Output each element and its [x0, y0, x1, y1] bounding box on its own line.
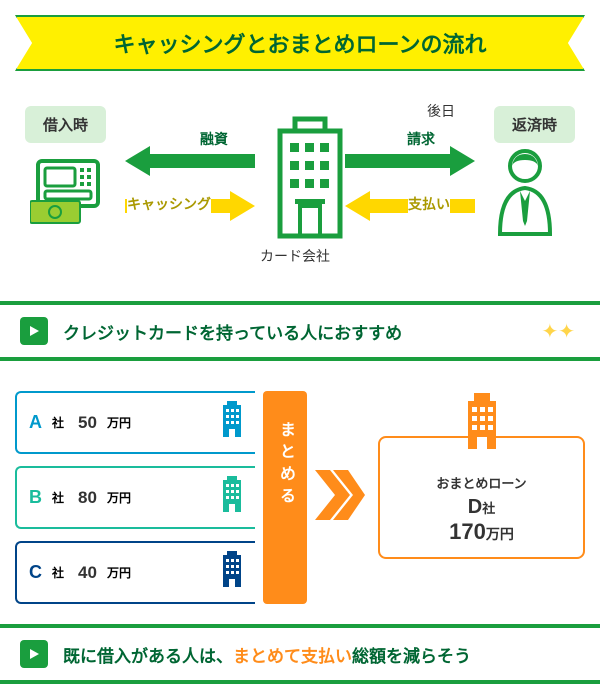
card-company-label: カード会社	[260, 246, 330, 266]
later-label: 後日	[427, 101, 455, 121]
callout-2-text: 既に借入がある人は、まとめて支払い総額を減らそう	[63, 642, 471, 667]
company-a: A	[29, 412, 42, 433]
callout-1-text: クレジットカードを持っている人におすすめ	[63, 319, 402, 344]
result-building-icon	[464, 393, 500, 456]
building-icon	[270, 111, 350, 246]
play-icon	[20, 317, 48, 345]
result-box: おまとめローン D社 170万円	[378, 436, 585, 559]
loan-item-b: B社 80万円	[15, 466, 255, 529]
finance-label: 融資	[200, 129, 228, 149]
person-icon	[490, 146, 560, 241]
play-icon	[20, 640, 48, 668]
flow-diagram: 借入時 返済時 後日	[15, 91, 585, 291]
cashing-label: キャッシング	[127, 194, 211, 214]
atm-icon	[30, 156, 105, 231]
company-d: D社	[400, 496, 563, 519]
company-c: C	[29, 562, 42, 583]
pay-label: 支払い	[408, 194, 450, 214]
title-banner: キャッシングとおまとめローンの流れ	[15, 15, 585, 71]
arrow-bill-icon	[345, 146, 475, 181]
result-title: おまとめローン	[400, 473, 563, 492]
bill-label: 請求	[407, 129, 435, 149]
sparkle-icon: ✦✦	[541, 319, 575, 344]
callout-2: 既に借入がある人は、まとめて支払い総額を減らそう	[0, 624, 600, 684]
big-arrow-icon	[315, 460, 365, 535]
mini-building-icon	[221, 476, 243, 519]
page-title: キャッシングとおまとめローンの流れ	[47, 27, 553, 59]
loan-item-c: C社 40万円	[15, 541, 255, 604]
company-b: B	[29, 487, 42, 508]
arrow-finance-icon	[125, 146, 255, 181]
matomeru-label: まとめる	[263, 391, 307, 604]
borrow-label: 借入時	[25, 106, 106, 143]
repay-label: 返済時	[494, 106, 575, 143]
result-total: 170万円	[400, 519, 563, 545]
consolidation-diagram: A社 50万円 B社 80万円 C社 40万円 まとめる	[15, 361, 585, 624]
mini-building-icon	[221, 401, 243, 444]
callout-1: クレジットカードを持っている人におすすめ ✦✦	[0, 301, 600, 361]
loan-item-a: A社 50万円	[15, 391, 255, 454]
loan-list: A社 50万円 B社 80万円 C社 40万円	[15, 391, 255, 604]
mini-building-icon	[221, 551, 243, 594]
